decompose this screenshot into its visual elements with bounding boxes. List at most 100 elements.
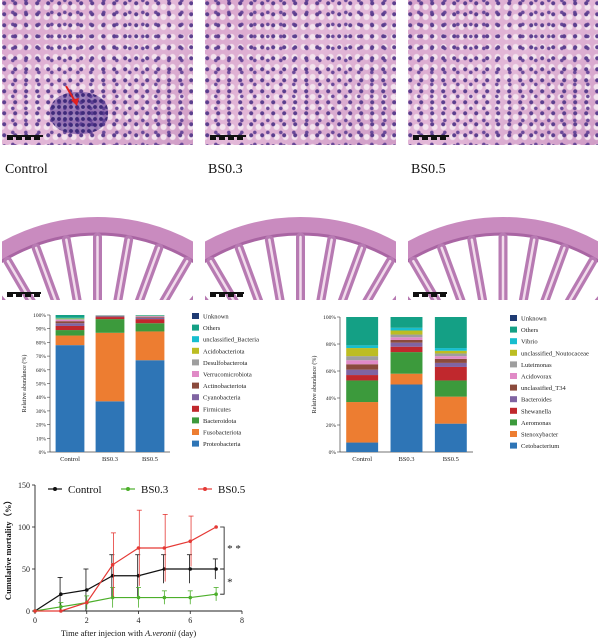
legend-swatch [510,361,517,368]
bar-segment [55,325,85,331]
legend-swatch [510,419,517,426]
data-point [162,595,167,600]
bar-segment [55,315,85,318]
y-tick-label: 80% [326,342,337,348]
legend-label: Fusobacteriota [203,430,241,437]
x-tick-label: 2 [85,616,89,625]
legend-swatch [192,394,199,401]
legend-swatch [510,407,517,414]
data-point [84,600,89,605]
significance-mark: * * [227,543,241,555]
y-tick-label: 0% [329,450,337,456]
bar-segment [390,339,423,343]
y-tick-label: 80% [36,340,47,346]
liver-panel-bs05 [408,0,598,145]
legend-label: Cetobacterium [521,443,559,450]
legend-marker [126,487,130,491]
legend-label: BS0.3 [141,484,169,496]
bar-segment [346,364,379,370]
red-arrow-icon [65,85,79,106]
bar-segment [346,356,379,361]
data-point [188,595,193,600]
y-tick-label: 50% [36,382,47,388]
data-point [214,592,218,596]
bar-segment [390,384,423,452]
bar-segment [55,330,85,336]
bar-segment [390,352,423,374]
legend-marker [203,487,207,491]
intestine-panel-control: Control [2,160,193,300]
y-tick-label: 20% [326,423,337,429]
scale-bar [413,292,447,297]
legend-swatch [510,442,517,449]
y-tick-label: 100 [18,523,30,532]
bar-segment [434,348,467,351]
x-tick-label: BS0.3 [102,456,118,463]
liver-panel-bs03 [205,0,396,145]
legend-swatch [510,373,517,379]
legend-label: BS0.5 [218,484,246,496]
x-tick-label: 4 [137,616,141,625]
data-point [188,567,193,571]
intestine-panel-bs03: BS0.3 [205,160,396,300]
bar-segment [434,317,467,349]
legend-swatch [192,324,199,331]
legend-label: Acidovorax [521,374,552,381]
legend-label: Control [68,484,102,496]
legend-swatch [192,382,199,389]
legend-swatch [192,440,199,447]
legend-label: Actinobacteriota [203,383,246,390]
y-tick-label: 150 [18,481,30,490]
legend-label: Unknown [521,316,547,323]
villi-drawing [408,217,598,300]
y-tick-label: 50 [22,565,30,574]
legend-swatch [510,326,517,333]
bar-segment [434,423,467,452]
legend-swatch [510,338,517,345]
bar-segment [390,334,423,338]
bar-segment [390,317,423,328]
scale-bar [413,135,449,140]
y-tick-label: 0 [26,607,30,616]
genus-abundance-chart: 0% 20% 40% 60% 80% 100% Relative abundance (%)… [311,315,589,463]
bar-segment [434,353,467,357]
bar-segment [135,319,165,324]
mortality-line-chart: 0 50 100 150 0 2 4 6 8 Cumulative mortality（%） Tim… [3,481,246,638]
bar-segment [346,345,379,349]
legend-swatch [192,347,199,354]
scale-bar [7,292,41,297]
liver-panel-control [2,0,193,145]
bar-segment [95,316,125,318]
series-line [34,568,217,612]
bar-segment [434,350,467,354]
scale-bar [210,292,244,297]
bar-segment [95,319,125,333]
legend-label: Shewanella [521,408,551,415]
bar-segment [434,358,467,363]
legend-label: Verrucomicrobiota [203,372,252,379]
data-point [214,567,218,571]
data-point [136,573,141,578]
significance-bracket [220,526,225,570]
bar-segment [390,342,423,347]
y-axis-label: Relative abundance (%) [21,355,28,413]
legend-label: Bacteroides [521,397,552,404]
bar-segment [390,327,423,331]
bar-segment [135,317,165,318]
data-point [59,609,63,613]
data-point [214,525,218,529]
legend-swatch [510,349,517,356]
y-tick-label: 40% [326,396,337,402]
legend-swatch [192,359,199,366]
data-point [188,539,193,544]
y-tick-label: 70% [36,354,47,360]
data-point [110,595,115,600]
legend-label: unclassified_Bacteria [203,337,259,344]
data-point [136,546,141,550]
scale-bar [7,135,43,140]
y-tick-label: 0% [39,450,47,456]
legend-label: Acidobacteriota [203,348,245,355]
bar-segment [55,321,85,324]
x-axis-label: Time after injecion with A.veronii (day) [61,628,197,638]
bar-segment [55,335,85,346]
